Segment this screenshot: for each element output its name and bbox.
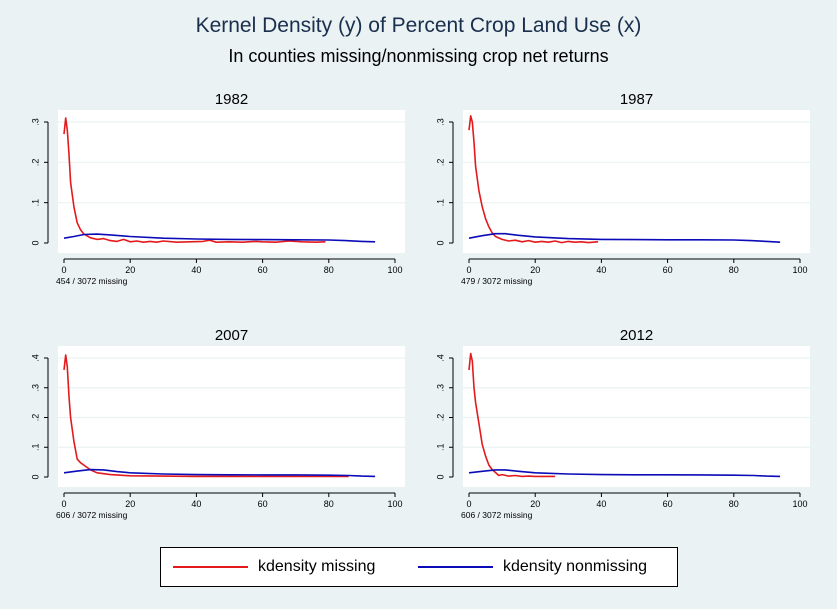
x-tick-label: 80	[324, 265, 334, 275]
series-line-nonmissing	[468, 232, 781, 243]
x-tick-label: 80	[729, 265, 739, 275]
x-tick-label: 20	[125, 499, 135, 509]
missing-count-note: 454 / 3072 missing	[56, 276, 128, 286]
y-tick-label: .1	[435, 199, 445, 207]
legend-swatch-nonmissing	[418, 566, 493, 568]
x-tick-label: 100	[387, 265, 402, 275]
series-line-missing	[468, 115, 599, 244]
series-line-missing	[468, 352, 556, 478]
missing-count-note: 606 / 3072 missing	[56, 510, 128, 520]
series-line-missing	[63, 354, 349, 478]
x-tick-label: 40	[191, 265, 201, 275]
y-tick-label: .4	[30, 354, 40, 362]
x-tick-label: 0	[61, 499, 66, 509]
legend-item-missing: kdensity missing	[173, 548, 375, 586]
x-tick-label: 100	[792, 265, 807, 275]
series-line-missing	[63, 117, 326, 243]
y-tick-label: .4	[435, 354, 445, 362]
plot-area	[58, 110, 405, 253]
y-tick-label: .2	[435, 159, 445, 167]
legend-item-nonmissing: kdensity nonmissing	[418, 548, 647, 586]
legend-swatch-missing	[173, 566, 248, 568]
y-tick-label: .3	[435, 384, 445, 392]
plot-area	[463, 110, 810, 253]
panel-title: 2007	[215, 327, 248, 344]
x-tick-label: 20	[530, 499, 540, 509]
y-tick-label: 0	[435, 474, 445, 479]
x-tick-label: 20	[530, 265, 540, 275]
y-tick-label: 0	[30, 240, 40, 245]
y-tick-label: .3	[435, 118, 445, 126]
x-tick-label: 40	[596, 265, 606, 275]
y-tick-label: .3	[30, 384, 40, 392]
plot-area	[58, 346, 405, 487]
plot-area	[463, 346, 810, 487]
y-tick-label: .1	[435, 443, 445, 451]
chart-title: Kernel Density (y) of Percent Crop Land …	[195, 14, 642, 37]
legend-label-nonmissing: kdensity nonmissing	[503, 558, 648, 575]
y-tick-label: .2	[30, 159, 40, 167]
series-line-nonmissing	[468, 469, 781, 478]
panel-title: 2012	[620, 327, 653, 344]
y-tick-label: 0	[435, 240, 445, 245]
x-tick-label: 100	[387, 499, 402, 509]
x-tick-label: 20	[125, 265, 135, 275]
x-tick-label: 60	[258, 499, 268, 509]
x-tick-label: 80	[324, 499, 334, 509]
x-tick-label: 0	[466, 265, 471, 275]
panel-title: 1982	[215, 91, 248, 108]
x-tick-label: 40	[596, 499, 606, 509]
y-tick-label: 0	[30, 474, 40, 479]
y-tick-label: .1	[30, 199, 40, 207]
x-tick-label: 60	[258, 265, 268, 275]
legend-label-missing: kdensity missing	[258, 558, 376, 575]
x-tick-label: 100	[792, 499, 807, 509]
legend: kdensity missing kdensity nonmissing	[160, 547, 678, 587]
x-tick-label: 80	[729, 499, 739, 509]
y-tick-label: .1	[30, 443, 40, 451]
y-tick-label: .3	[30, 118, 40, 126]
series-line-nonmissing	[63, 468, 376, 478]
y-tick-label: .2	[435, 414, 445, 422]
panel-title: 1987	[620, 91, 653, 108]
missing-count-note: 606 / 3072 missing	[461, 510, 533, 520]
missing-count-note: 479 / 3072 missing	[461, 276, 533, 286]
y-tick-label: .2	[30, 414, 40, 422]
chart-subtitle: In counties missing/nonmissing crop net …	[228, 46, 609, 66]
x-tick-label: 60	[663, 265, 673, 275]
x-tick-label: 40	[191, 499, 201, 509]
x-tick-label: 0	[61, 265, 66, 275]
x-tick-label: 0	[466, 499, 471, 509]
series-line-nonmissing	[63, 233, 376, 243]
x-tick-label: 60	[663, 499, 673, 509]
